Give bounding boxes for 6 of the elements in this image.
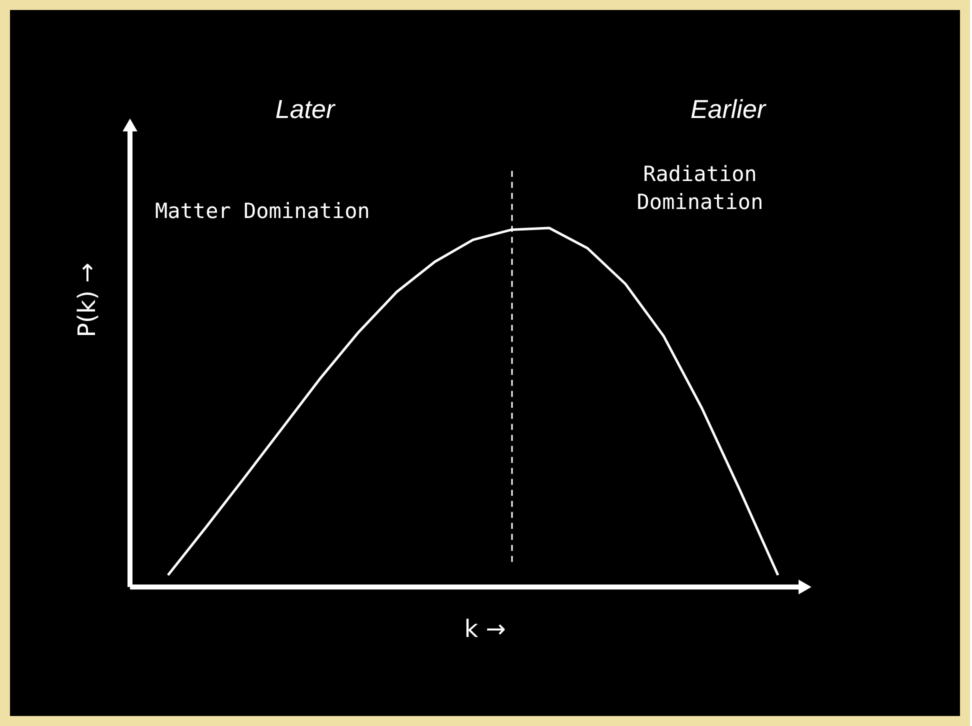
x-axis-title: k → — [464, 615, 506, 643]
y-axis-title: P(k) → — [73, 262, 101, 338]
text: Matter Domination — [155, 199, 370, 223]
text: Earlier — [690, 94, 767, 124]
text: Radiation Domination — [636, 162, 764, 214]
text: Later — [275, 94, 336, 124]
